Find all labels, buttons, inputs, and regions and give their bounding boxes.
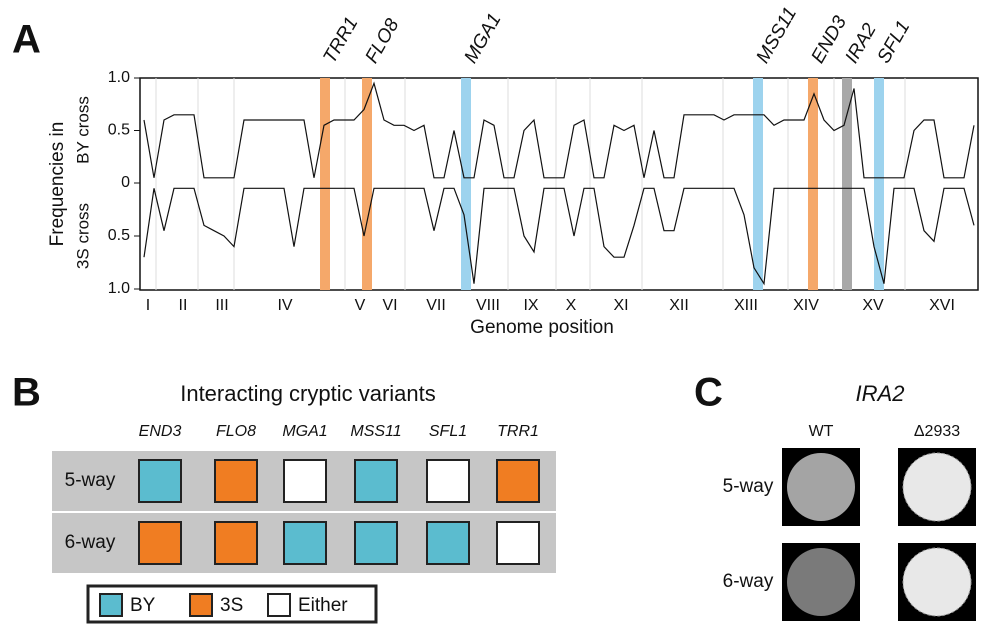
gene-header: MSS11 (350, 423, 401, 440)
gene-band (461, 78, 471, 290)
legend-label: Either (298, 595, 348, 616)
gene-header: TRR1 (497, 423, 539, 440)
genotype-cell (354, 459, 398, 503)
y-tick-label: 1.0 (108, 69, 130, 86)
colony (902, 452, 972, 522)
column-label: WT (809, 423, 834, 440)
colony (787, 548, 855, 616)
genotype-cell (138, 459, 182, 503)
panel-label: A (12, 18, 41, 62)
chromosome-label: X (566, 297, 577, 314)
gene-label: FLO8 (361, 15, 403, 67)
gene-header: END3 (139, 423, 182, 440)
s3-trace (143, 187, 975, 286)
y-tick-label: 0.5 (108, 122, 130, 139)
y-tick-label: 1.0 (108, 280, 130, 297)
chromosome-label: IX (523, 297, 538, 314)
chromosome-label: II (179, 297, 188, 314)
colony (787, 453, 855, 521)
gene-label: MGA1 (460, 10, 505, 67)
gene-band (808, 78, 818, 290)
panel-title: Interacting cryptic variants (180, 381, 436, 406)
gene-band (320, 78, 330, 290)
by-label: BY cross (73, 96, 92, 164)
gene-label: SFL1 (873, 17, 914, 67)
by-trace (143, 81, 975, 179)
column-label: Δ2933 (914, 423, 960, 440)
genotype-cell (426, 521, 470, 565)
s3-label: 3S cross (73, 203, 92, 269)
legend-label: BY (130, 595, 156, 616)
genotype-cell (138, 521, 182, 565)
gene-band (842, 78, 852, 290)
y-tick-label: 0 (121, 174, 130, 191)
genotype-cell (283, 459, 327, 503)
gene-header: FLO8 (216, 423, 256, 440)
gene-header: SFL1 (429, 423, 467, 440)
genotype-cell (496, 459, 540, 503)
x-axis-label: Genome position (470, 317, 614, 338)
chromosome-label: I (146, 297, 150, 314)
chromosome-label: XVI (929, 297, 955, 314)
gene-label: TRR1 (319, 14, 362, 67)
gene-band (874, 78, 884, 290)
chromosome-label: VIII (476, 297, 500, 314)
y-tick-label: 0.5 (108, 227, 130, 244)
gene-band (362, 78, 372, 290)
genotype-cell (354, 521, 398, 565)
panel-title: IRA2 (856, 381, 905, 406)
genotype-cell (214, 459, 258, 503)
panel-label: B (12, 371, 41, 415)
plot-frame (139, 77, 979, 291)
chromosome-label: XIV (793, 297, 819, 314)
row-label: 5-way (65, 470, 116, 491)
chromosome-label: XV (862, 297, 884, 314)
chromosome-label: III (215, 297, 228, 314)
legend-box (86, 584, 378, 624)
panel-label: C (694, 371, 723, 415)
legend-swatch (267, 593, 291, 617)
chromosome-label: XII (669, 297, 689, 314)
legend-swatch (99, 593, 123, 617)
colony (902, 547, 972, 617)
chromosome-label: VII (426, 297, 446, 314)
gene-label: MSS11 (752, 4, 801, 67)
gene-header: MGA1 (282, 423, 327, 440)
chromosome-label: VI (382, 297, 397, 314)
genotype-cell (214, 521, 258, 565)
row-label: 5-way (723, 476, 774, 497)
chromosome-label: XIII (734, 297, 758, 314)
row-label: 6-way (65, 532, 116, 553)
genotype-cell (496, 521, 540, 565)
genotype-cell (426, 459, 470, 503)
chromosome-label: V (355, 297, 366, 314)
row-label: 6-way (723, 571, 774, 592)
chromosome-label: XI (613, 297, 628, 314)
genotype-cell (283, 521, 327, 565)
legend-label: 3S (220, 595, 243, 616)
gene-band (753, 78, 763, 290)
y-axis-label: Frequencies in (47, 122, 68, 247)
legend-swatch (189, 593, 213, 617)
chromosome-label: IV (277, 297, 292, 314)
